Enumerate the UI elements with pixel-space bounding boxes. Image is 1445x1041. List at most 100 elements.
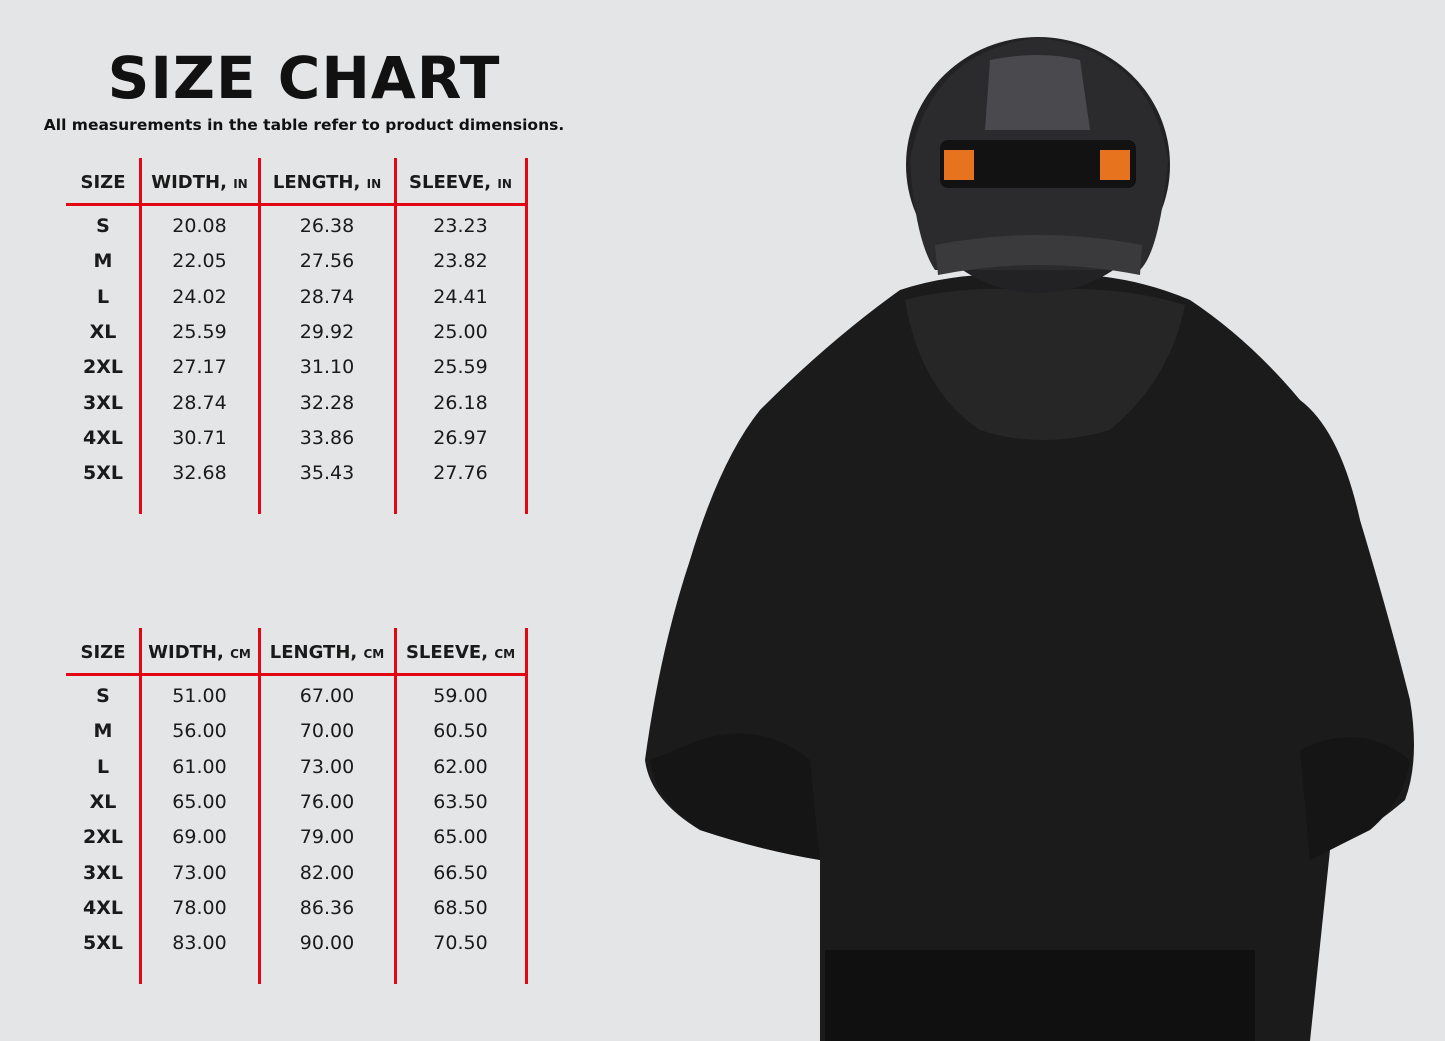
size-label-cell: 3XL: [83, 861, 123, 884]
column-header-label: WIDTH,: [151, 172, 227, 193]
measurement-cell: 26.18: [433, 391, 488, 414]
column-divider: [525, 628, 528, 984]
column-header: WIDTH, IN: [140, 172, 259, 193]
column-divider: [139, 158, 142, 514]
size-table-cm: SIZE WIDTH, CM LENGTH, CM SLEEVE, CM S 51.00 6…: [66, 628, 528, 984]
model-photo: [645, 37, 1414, 1041]
column-divider: [258, 628, 261, 984]
measurement-cell: 22.05: [172, 250, 227, 273]
measurement-cell: 23.82: [433, 250, 488, 273]
size-table-inches: SIZE WIDTH, IN LENGTH, IN SLEEVE, IN S 20.08 2…: [66, 158, 528, 514]
column-header-label: LENGTH,: [272, 172, 361, 193]
column-header-label: SIZE: [80, 172, 126, 193]
size-label-cell: XL: [89, 320, 117, 343]
measurement-cell: 20.08: [172, 215, 227, 237]
helmet-light-right: [1100, 150, 1130, 180]
column-header: SLEEVE, CM: [395, 642, 526, 663]
column-header-unit: IN: [366, 177, 382, 191]
column-header-label: WIDTH,: [148, 642, 224, 663]
column-header: WIDTH, CM: [140, 642, 259, 663]
measurement-cell: 23.23: [433, 215, 488, 237]
measurement-cell: 32.28: [299, 391, 355, 414]
measurement-cell: 24.02: [172, 285, 227, 308]
measurement-cell: 60.50: [433, 720, 488, 743]
size-label-cell: S: [96, 685, 110, 707]
measurement-cell: 51.00: [172, 685, 227, 707]
column-header-unit: CM: [494, 647, 516, 661]
measurement-cell: 73.00: [172, 861, 227, 884]
measurement-cell: 25.59: [433, 356, 488, 379]
size-label-cell: L: [96, 285, 110, 308]
size-label-cell: 4XL: [83, 896, 123, 919]
column-divider: [394, 628, 397, 984]
column-divider: [139, 628, 142, 984]
column-header-label: SLEEVE,: [409, 172, 492, 193]
helmet-light-left: [944, 150, 974, 180]
measurement-cell: 65.00: [172, 790, 227, 813]
measurement-cell: 25.00: [433, 320, 488, 343]
measurement-cell: 82.00: [299, 861, 355, 884]
measurement-cell: 59.00: [433, 685, 488, 707]
measurement-cell: 28.74: [299, 285, 355, 308]
column-header-unit: CM: [230, 647, 251, 661]
column-header: SIZE: [66, 642, 140, 663]
measurement-cell: 35.43: [299, 462, 355, 485]
size-label-cell: M: [93, 250, 113, 273]
measurement-cell: 78.00: [172, 896, 227, 919]
size-label-cell: 2XL: [83, 826, 123, 849]
helmet: [906, 37, 1170, 293]
measurement-cell: 83.00: [172, 932, 227, 955]
measurement-cell: 66.50: [433, 861, 488, 884]
size-label-cell: 3XL: [83, 391, 123, 414]
measurement-cell: 27.76: [433, 462, 488, 485]
size-label-cell: 2XL: [83, 356, 123, 379]
header-divider: [66, 673, 528, 676]
measurement-cell: 68.50: [433, 896, 488, 919]
size-label-cell: S: [96, 215, 110, 237]
column-header: LENGTH, IN: [259, 172, 395, 193]
measurement-cell: 31.10: [299, 356, 355, 379]
measurement-cell: 73.00: [299, 755, 355, 778]
size-label-cell: 5XL: [83, 462, 123, 485]
measurement-cell: 63.50: [433, 790, 488, 813]
column-header-label: SLEEVE,: [405, 642, 489, 663]
measurement-cell: 65.00: [433, 826, 488, 849]
measurement-cell: 33.86: [299, 426, 355, 449]
header-divider: [66, 203, 528, 206]
size-label-cell: L: [96, 755, 110, 778]
page-title: SIZE CHART: [107, 44, 501, 112]
column-header: SIZE: [66, 172, 140, 193]
hoodie-body: [645, 274, 1414, 1041]
column-header: LENGTH, CM: [259, 642, 395, 663]
measurement-cell: 24.41: [433, 285, 488, 308]
measurement-cell: 30.71: [172, 426, 227, 449]
column-header-label: LENGTH,: [269, 642, 358, 663]
column-divider: [258, 158, 261, 514]
measurement-cell: 62.00: [433, 755, 488, 778]
column-header-unit: IN: [233, 177, 248, 191]
column-header-unit: CM: [363, 647, 385, 661]
measurement-cell: 69.00: [172, 826, 227, 849]
measurement-cell: 25.59: [172, 320, 227, 343]
size-label-cell: XL: [89, 790, 117, 813]
size-label-cell: 4XL: [83, 426, 123, 449]
measurement-cell: 29.92: [299, 320, 355, 343]
measurement-cell: 67.00: [299, 685, 355, 707]
measurement-cell: 32.68: [172, 462, 227, 485]
measurement-cell: 27.17: [172, 356, 227, 379]
measurement-cell: 26.97: [433, 426, 488, 449]
measurement-cell: 70.00: [299, 720, 355, 743]
measurement-cell: 79.00: [299, 826, 355, 849]
column-header-unit: IN: [497, 177, 512, 191]
measurement-cell: 28.74: [172, 391, 227, 414]
measurement-cell: 86.36: [299, 896, 355, 919]
measurement-cell: 27.56: [299, 250, 355, 273]
column-divider: [525, 158, 528, 514]
measurement-cell: 76.00: [299, 790, 355, 813]
column-header: SLEEVE, IN: [395, 172, 526, 193]
column-header-label: SIZE: [80, 642, 126, 663]
page-subtitle: All measurements in the table refer to p…: [43, 116, 565, 134]
size-label-cell: 5XL: [83, 932, 123, 955]
measurement-cell: 26.38: [299, 215, 355, 237]
measurement-cell: 90.00: [299, 932, 355, 955]
